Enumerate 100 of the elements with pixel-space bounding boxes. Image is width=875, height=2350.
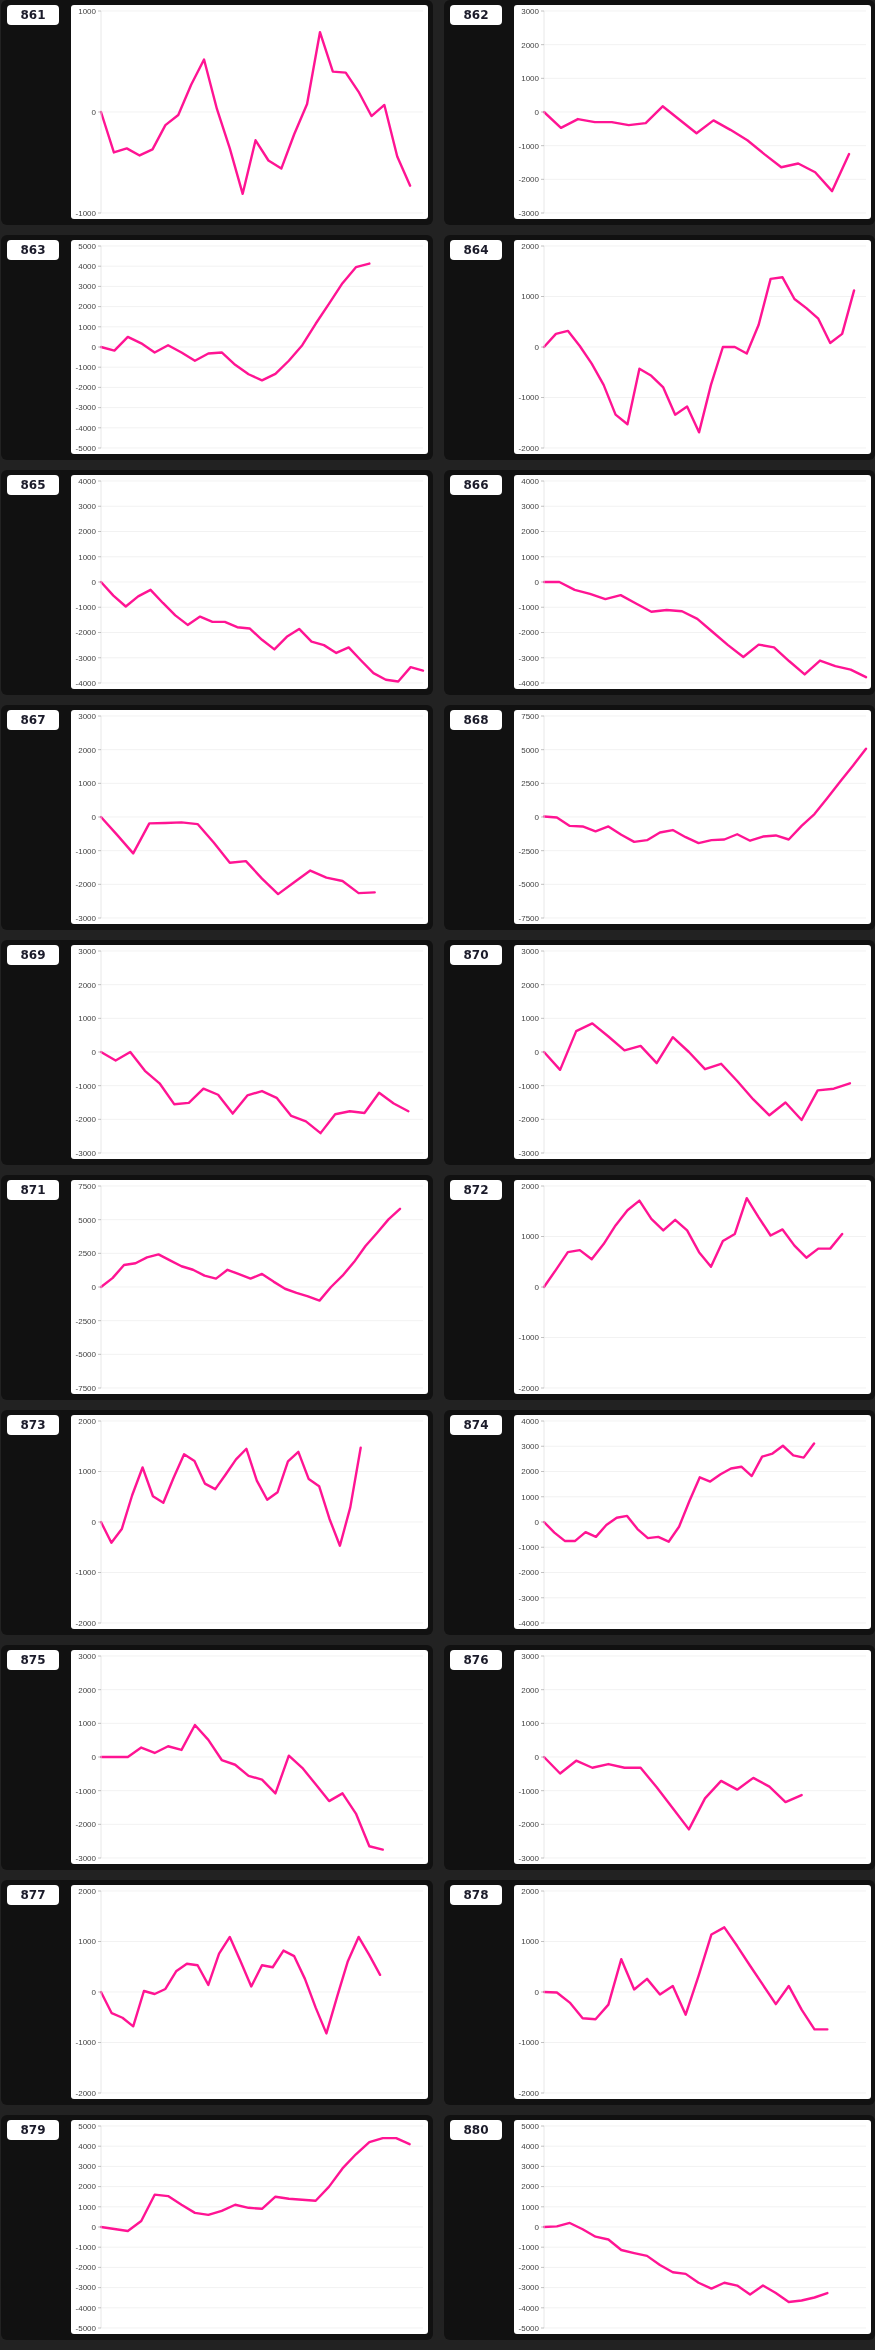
chart-title: 870: [450, 945, 502, 965]
y-tick-label: 2500: [78, 1249, 97, 1259]
y-tick-label: 1000: [78, 552, 97, 562]
y-tick-label: -3000: [75, 1853, 97, 1863]
y-tick-label: 5000: [521, 745, 540, 755]
y-tick-label: 2000: [521, 1886, 540, 1896]
y-tick-label: -4000: [518, 678, 540, 688]
line-series: [542, 276, 856, 434]
chart-title: 863: [7, 240, 59, 260]
y-tick-label: -1000: [75, 208, 97, 218]
y-tick-label: 2000: [78, 1685, 97, 1695]
y-tick-label: 0: [534, 1517, 540, 1527]
line-series: [99, 31, 412, 196]
y-tick-label: 3000: [521, 946, 540, 956]
y-tick-label: 1000: [78, 1937, 97, 1947]
y-tick-label: -2000: [75, 880, 97, 890]
line-series: [99, 815, 376, 896]
line-series: [542, 105, 851, 193]
y-tick-label: -3000: [75, 653, 97, 663]
y-tick-label: 2000: [78, 1886, 97, 1896]
y-tick-label: -1000: [518, 1543, 540, 1553]
y-tick-label: -1000: [75, 1568, 97, 1578]
chart-title: 873: [7, 1415, 59, 1435]
y-tick-label: -2000: [518, 175, 540, 185]
y-tick-label: -2500: [75, 1316, 97, 1326]
y-tick-label: 1000: [78, 1467, 97, 1477]
y-tick-label: 3000: [78, 502, 97, 512]
chart-title: 880: [450, 2120, 502, 2140]
line-series: [99, 2136, 411, 2233]
y-tick-label: 4000: [78, 262, 97, 272]
y-tick-label: 0: [91, 107, 97, 117]
y-tick-label: -4000: [75, 423, 97, 433]
chart-title: 875: [7, 1650, 59, 1670]
chart-title: 868: [450, 710, 502, 730]
chart-title: 878: [450, 1885, 502, 1905]
line-series: [542, 580, 868, 679]
line-series: [99, 1935, 382, 2035]
y-tick-label: 1000: [521, 552, 540, 562]
line-series: [542, 1442, 816, 1543]
y-tick-label: -3000: [518, 1593, 540, 1603]
y-tick-label: 5000: [78, 1215, 97, 1225]
y-tick-label: 3000: [78, 2162, 97, 2172]
y-tick-label: 2000: [78, 527, 97, 537]
chart-title: 872: [450, 1180, 502, 1200]
chart-title: 876: [450, 1650, 502, 1670]
y-tick-label: 3000: [78, 711, 97, 721]
y-tick-label: 5000: [78, 241, 97, 251]
chart-title: 879: [7, 2120, 59, 2140]
y-tick-label: -1000: [75, 846, 97, 856]
line-series: [542, 1926, 829, 2031]
chart-title: 864: [450, 240, 502, 260]
y-tick-label: 0: [91, 577, 97, 587]
y-tick-label: -2000: [518, 2088, 540, 2098]
y-tick-label: 4000: [521, 2142, 540, 2152]
y-tick-label: -1000: [75, 2243, 97, 2253]
y-tick-label: 3000: [78, 282, 97, 292]
line-series: [99, 1446, 362, 1547]
y-tick-label: -2500: [518, 846, 540, 856]
y-tick-label: -2000: [75, 2088, 97, 2098]
line-series: [99, 1207, 402, 1302]
y-tick-label: -1000: [75, 363, 97, 373]
y-tick-label: 2000: [521, 40, 540, 50]
y-tick-label: 5000: [521, 2121, 540, 2131]
y-tick-label: -1000: [75, 1786, 97, 1796]
y-tick-label: -2000: [75, 628, 97, 638]
y-tick-label: -3000: [518, 2283, 540, 2293]
y-tick-label: 2000: [78, 302, 97, 312]
y-tick-label: -3000: [75, 913, 97, 923]
y-tick-label: 2000: [521, 1181, 540, 1191]
chart-title: 871: [7, 1180, 59, 1200]
y-tick-label: -5000: [75, 443, 97, 453]
y-tick-label: 1000: [521, 1014, 540, 1024]
y-tick-label: 2000: [521, 1467, 540, 1477]
line-series: [99, 262, 371, 382]
line-series: [99, 1050, 410, 1135]
chart-title: 861: [7, 5, 59, 25]
y-tick-label: -3000: [518, 1148, 540, 1158]
y-tick-label: -2000: [518, 1383, 540, 1393]
chart-title: 865: [7, 475, 59, 495]
y-tick-label: 3000: [521, 1651, 540, 1661]
y-tick-label: 3000: [521, 6, 540, 16]
chart-title: 862: [450, 5, 502, 25]
chart-title: 869: [7, 945, 59, 965]
y-tick-label: 2000: [78, 2182, 97, 2192]
y-tick-label: -5000: [75, 1350, 97, 1360]
y-tick-label: 0: [91, 2222, 97, 2232]
y-tick-label: -1000: [518, 2243, 540, 2253]
y-tick-label: -1000: [518, 141, 540, 151]
y-tick-label: -4000: [518, 1618, 540, 1628]
y-tick-label: -1000: [75, 603, 97, 613]
y-tick-label: -2000: [518, 628, 540, 638]
y-tick-label: 0: [534, 2222, 540, 2232]
y-tick-label: -1000: [518, 393, 540, 403]
y-tick-label: 0: [534, 577, 540, 587]
y-tick-label: -2000: [518, 1115, 540, 1125]
y-tick-label: 2000: [78, 745, 97, 755]
y-tick-label: 1000: [521, 1492, 540, 1502]
y-tick-label: 1000: [78, 1014, 97, 1024]
y-tick-label: -7500: [518, 913, 540, 923]
y-tick-label: 0: [534, 1047, 540, 1057]
